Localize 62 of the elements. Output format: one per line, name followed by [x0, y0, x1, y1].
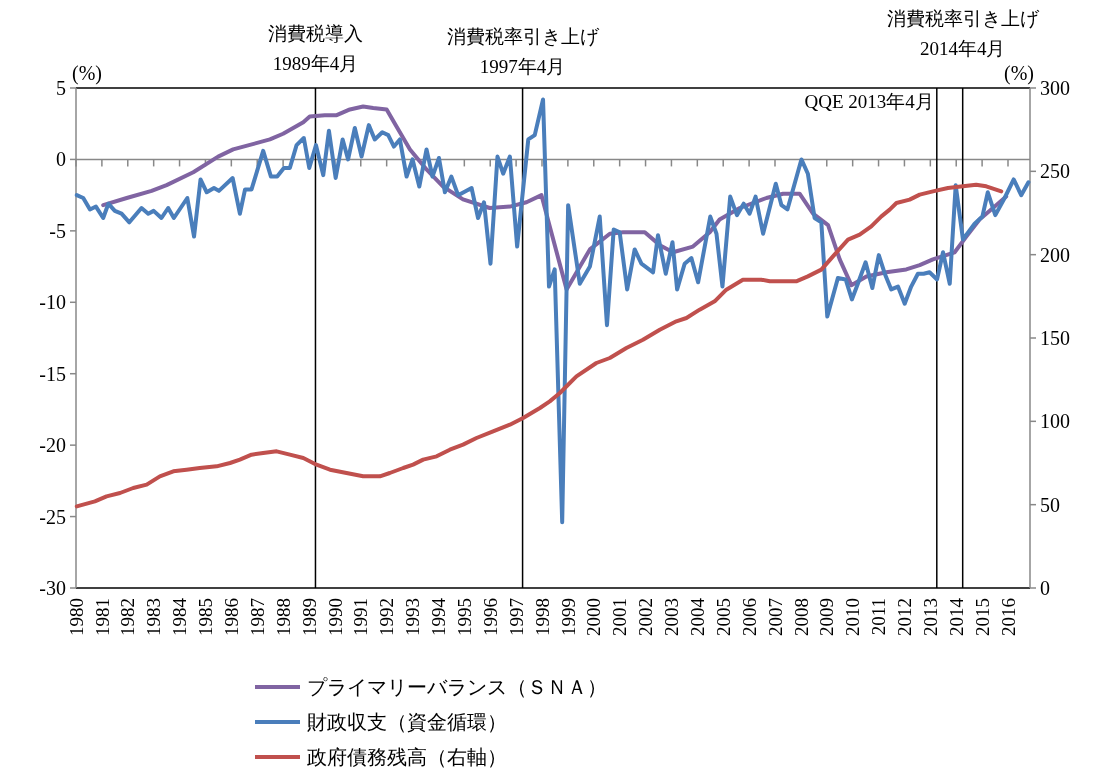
x-tick-label: 2001: [609, 598, 631, 636]
x-tick-label: 2007: [764, 598, 786, 636]
x-tick-label: 1998: [531, 598, 553, 636]
x-tick-label: 2013: [919, 598, 941, 636]
legend-label: 政府債務残高（右軸）: [307, 746, 507, 768]
y2-tick-label: 250: [1040, 160, 1070, 183]
x-tick-label: 1995: [453, 598, 475, 636]
x-tick-label: 2009: [816, 598, 838, 636]
x-tick-label: 1986: [220, 598, 242, 636]
y-tick-label: -20: [39, 434, 66, 457]
x-tick-label: 2006: [738, 598, 760, 636]
x-tick-label: 1981: [91, 598, 113, 636]
y-tick-label: 5: [56, 77, 66, 99]
x-tick-label: 1982: [117, 598, 139, 636]
x-tick-label: 1997: [505, 598, 527, 636]
x-tick-label: 1980: [65, 598, 87, 636]
x-tick-label: 1989: [298, 598, 320, 636]
ref-line-label: 消費税導入 1989年4月: [267, 23, 363, 75]
y2-tick-label: 200: [1040, 243, 1070, 266]
x-tick-label: 1984: [169, 597, 191, 636]
legend-label: 財政収支（資金循環）: [307, 711, 507, 733]
x-tick-label: 2015: [971, 598, 993, 636]
x-tick-label: 1994: [428, 597, 450, 636]
ref-line-label: 消費税率引き上げ 1997年4月: [446, 26, 600, 78]
y-tick-label: -5: [49, 219, 66, 242]
x-tick-label: 2012: [894, 598, 916, 636]
y2-tick-label: 100: [1040, 410, 1070, 433]
x-tick-label: 1991: [350, 598, 372, 636]
x-tick-label: 1999: [557, 598, 579, 636]
y2-tick-label: 0: [1040, 577, 1050, 599]
x-tick-label: 2010: [842, 598, 864, 636]
x-tick-label: 1996: [479, 598, 501, 636]
x-tick-label: 2016: [997, 598, 1019, 636]
x-tick-label: 1992: [376, 598, 398, 636]
x-tick-label: 2008: [790, 598, 812, 636]
x-tick-label: 2004: [686, 597, 708, 636]
x-tick-label: 2003: [661, 598, 683, 636]
x-tick-label: 1993: [402, 598, 424, 636]
y2-tick-label: 50: [1040, 493, 1060, 516]
x-tick-label: 1987: [246, 598, 268, 636]
x-tick-label: 2002: [635, 598, 657, 636]
x-tick-label: 2000: [583, 598, 605, 636]
line-series: [74, 182, 1004, 509]
x-tick-label: 1985: [195, 598, 217, 636]
x-tick-label: 2005: [712, 598, 734, 636]
y2-tick-label: 150: [1040, 327, 1070, 349]
x-tick-label: 1990: [324, 598, 346, 636]
y2-tick-label: 300: [1040, 77, 1070, 99]
x-tick-label: 1983: [143, 598, 165, 636]
ref-line-label: QQE 2013年4月: [804, 91, 934, 112]
x-tick-label: 2014: [945, 597, 967, 636]
y-tick-label: -15: [39, 362, 66, 385]
x-tick-label: 1988: [272, 598, 294, 636]
ref-line-label: 消費税率引き上げ 2014年4月: [886, 8, 1040, 60]
x-tick-label: 2011: [868, 598, 890, 636]
y-tick-label: -25: [39, 505, 66, 528]
y-tick-label: -30: [39, 577, 66, 599]
y2-axis-title: (%): [1004, 62, 1034, 85]
y-axis-title: (%): [72, 62, 102, 85]
legend-label: プライマリーバランス（ＳＮＡ）: [307, 676, 607, 698]
y-tick-label: 0: [56, 148, 66, 171]
y-tick-label: -10: [39, 291, 66, 314]
